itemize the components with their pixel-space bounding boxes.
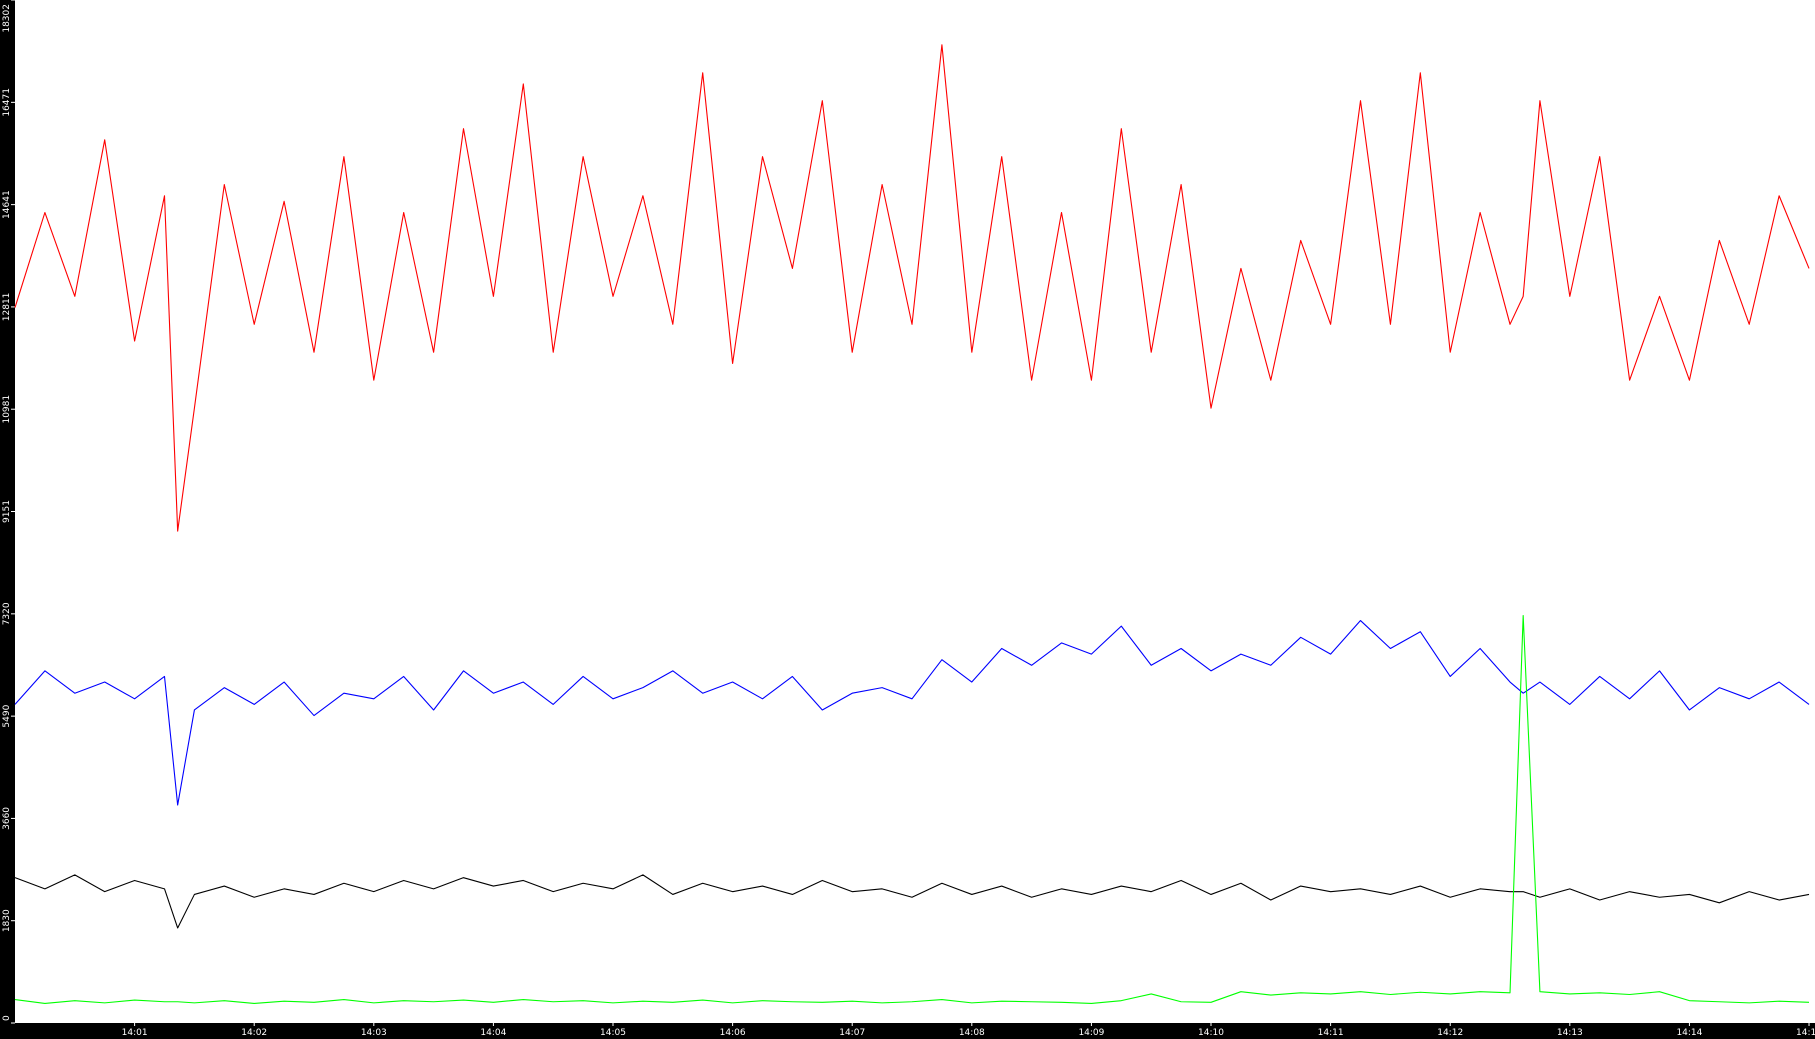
x-tick-label: 14:07 [839, 1028, 865, 1038]
y-tick-label: 3660 [2, 807, 12, 830]
x-tick-label: 14:02 [241, 1028, 267, 1038]
x-tick-label: 14:03 [361, 1028, 387, 1038]
x-tick-label: 14:01 [122, 1028, 148, 1038]
series-line [14, 620, 1810, 806]
x-tick-label: 14:09 [1078, 1028, 1104, 1038]
y-tick-label: 12811 [2, 293, 12, 322]
y-tick-label: 9151 [2, 500, 12, 523]
y-tick-label: 10981 [2, 395, 12, 424]
series-line [14, 874, 1810, 929]
x-tick-label: 14:08 [959, 1028, 985, 1038]
x-tick-label: 14:04 [480, 1028, 506, 1038]
y-axis-strip [0, 0, 15, 1039]
y-tick-label: 1830 [2, 909, 12, 932]
y-tick-label: 14641 [2, 190, 12, 219]
x-tick-label: 14:10 [1198, 1028, 1224, 1038]
series-line [14, 614, 1810, 1004]
y-tick-label: 5490 [2, 704, 12, 727]
y-tick-label: 0 [2, 1015, 12, 1021]
series-line [14, 44, 1810, 532]
x-tick-label: 14:06 [720, 1028, 746, 1038]
x-tick-label: 14:13 [1557, 1028, 1583, 1038]
x-tick-label: 14:11 [1318, 1028, 1344, 1038]
x-tick-label: 14:14 [1676, 1028, 1702, 1038]
y-tick-label: 7320 [2, 602, 12, 625]
x-tick-label: 14:05 [600, 1028, 626, 1038]
y-tick-label: 16471 [2, 88, 12, 117]
x-tick-label: 14:15 [1796, 1028, 1815, 1038]
x-tick-label: 14:12 [1437, 1028, 1463, 1038]
x-axis-strip [0, 1023, 1815, 1039]
y-tick-label: 18302 [2, 4, 12, 33]
